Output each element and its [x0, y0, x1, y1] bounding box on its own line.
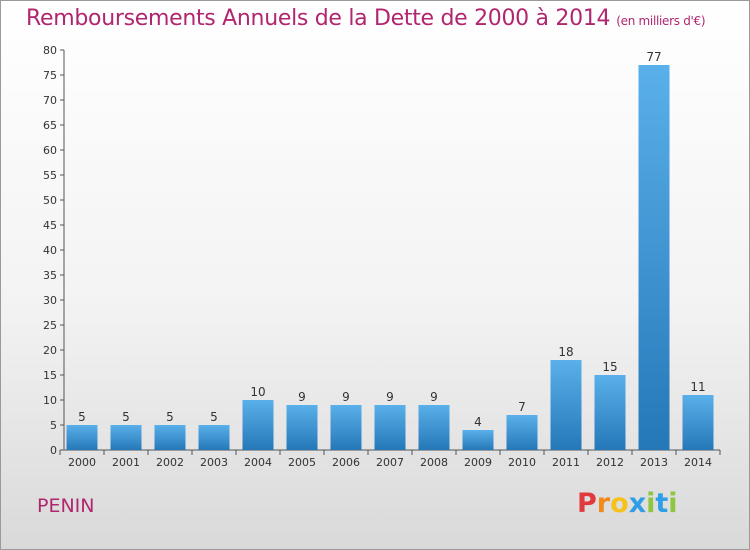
- data-label: 9: [342, 390, 350, 404]
- x-tick-label: 2002: [156, 456, 184, 469]
- bar: [154, 425, 186, 450]
- y-tick-label: 55: [43, 169, 57, 182]
- data-label: 9: [386, 390, 394, 404]
- data-label: 4: [474, 415, 482, 429]
- x-tick-label: 2003: [200, 456, 228, 469]
- x-tick-label: 2008: [420, 456, 448, 469]
- bar: [594, 375, 626, 450]
- y-tick-label: 15: [43, 369, 57, 382]
- x-axis: 2000 2001 2002 2003 2004 2005 2006 2007 2008 2009…: [59, 449, 721, 469]
- chart-title-text: Remboursements Annuels de la Dette de 20…: [26, 6, 611, 31]
- bar: [66, 425, 98, 450]
- y-tick-label: 0: [50, 444, 57, 457]
- x-tick-label: 2012: [596, 456, 624, 469]
- y-tick-label: 65: [43, 119, 57, 132]
- bar: [550, 360, 582, 450]
- bar: [286, 405, 318, 450]
- data-label: 9: [298, 390, 306, 404]
- x-tick-label: 2011: [552, 456, 580, 469]
- logo-letter: r: [596, 488, 611, 519]
- data-label: 15: [602, 360, 617, 374]
- y-tick-label: 80: [43, 44, 57, 57]
- data-label: 5: [210, 410, 218, 424]
- y-tick-label: 20: [43, 344, 57, 357]
- y-tick-label: 70: [43, 94, 57, 107]
- bar: [330, 405, 362, 450]
- proxiti-logo: Proxiti: [577, 488, 678, 519]
- bar: [462, 430, 494, 450]
- bar: [506, 415, 538, 450]
- y-tick-label: 60: [43, 144, 57, 157]
- x-tick-label: 2004: [244, 456, 272, 469]
- y-tick-label: 35: [43, 269, 57, 282]
- y-tick-label: 30: [43, 294, 57, 307]
- chart-title: Remboursements Annuels de la Dette de 20…: [26, 6, 706, 31]
- y-tick-label: 10: [43, 394, 57, 407]
- y-tick-label: 50: [43, 194, 57, 207]
- commune-name: PENIN: [37, 495, 95, 517]
- bar: [110, 425, 142, 450]
- data-label: 5: [122, 410, 130, 424]
- data-label: 9: [430, 390, 438, 404]
- x-tick-label: 2007: [376, 456, 404, 469]
- logo-letter: i: [646, 488, 656, 519]
- bar: [198, 425, 230, 450]
- x-tick-label: 2014: [684, 456, 712, 469]
- y-tick-label: 75: [43, 69, 57, 82]
- data-label: 7: [518, 400, 526, 414]
- x-tick-label: 2006: [332, 456, 360, 469]
- logo-letter: P: [577, 488, 597, 519]
- bars: 5 5 5 5 10 9 9 9 9 4 7 18 15 77 11: [66, 50, 714, 450]
- y-axis: 0 5 10 15 20 25 30 35 40 45 50 55 60 65 70 75 80: [43, 44, 65, 457]
- x-tick-label: 2010: [508, 456, 536, 469]
- bar: [638, 65, 670, 450]
- bar: [418, 405, 450, 450]
- data-label: 11: [690, 380, 705, 394]
- logo-letter: t: [655, 488, 669, 519]
- bar: [242, 400, 274, 450]
- y-tick-label: 5: [50, 419, 57, 432]
- y-tick-label: 45: [43, 219, 57, 232]
- logo-letter: x: [628, 488, 647, 519]
- x-tick-label: 2000: [68, 456, 96, 469]
- logo-letter: o: [610, 488, 629, 519]
- bar: [374, 405, 406, 450]
- x-tick-label: 2009: [464, 456, 492, 469]
- data-label: 5: [78, 410, 86, 424]
- logo-letter: i: [668, 488, 678, 519]
- y-tick-label: 25: [43, 319, 57, 332]
- bar: [682, 395, 714, 450]
- data-label: 18: [558, 345, 573, 359]
- x-tick-label: 2001: [112, 456, 140, 469]
- x-tick-label: 2013: [640, 456, 668, 469]
- chart-unit: (en milliers d'€): [616, 14, 706, 28]
- x-tick-label: 2005: [288, 456, 316, 469]
- data-label: 10: [250, 385, 265, 399]
- data-label: 5: [166, 410, 174, 424]
- y-tick-label: 40: [43, 244, 57, 257]
- data-label: 77: [646, 50, 661, 64]
